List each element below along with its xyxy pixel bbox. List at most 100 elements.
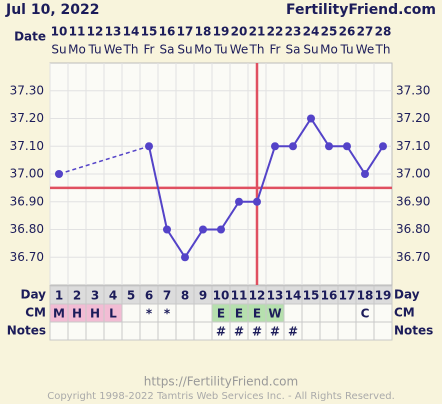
cell <box>373 321 393 341</box>
notes-cell: # <box>252 325 262 339</box>
weekday: Th <box>249 43 265 57</box>
weekday: Mo <box>320 43 338 57</box>
date: 10 <box>51 25 68 39</box>
days-cell: 12 <box>249 289 266 303</box>
y-tick-label: 37.20 <box>10 111 44 125</box>
cell <box>175 321 195 341</box>
days-cell: 17 <box>339 289 356 303</box>
row-label: CM <box>25 306 46 320</box>
cell <box>103 321 123 341</box>
cm-cell: W <box>268 307 281 321</box>
cell <box>121 303 141 323</box>
cell <box>85 321 105 341</box>
days-cell: 6 <box>145 289 153 303</box>
y-tick-label-right: 37.20 <box>396 111 430 125</box>
days-cell: 9 <box>199 289 207 303</box>
date: 28 <box>375 25 392 39</box>
weekday: Sa <box>160 43 175 57</box>
days-cell: 2 <box>73 289 81 303</box>
weekday: Su <box>177 43 192 57</box>
date: 18 <box>195 25 212 39</box>
date: 16 <box>159 25 176 39</box>
weekday: Mo <box>194 43 212 57</box>
temp-point <box>145 142 153 151</box>
y-tick-label-right: 37.00 <box>396 167 430 181</box>
brand: FertilityFriend.com <box>286 2 436 18</box>
y-tick-label: 36.70 <box>10 250 44 264</box>
weekday: Tu <box>87 43 101 57</box>
cell <box>193 321 213 341</box>
temp-point <box>235 197 243 206</box>
date: 14 <box>123 25 140 39</box>
cm-cell: E <box>253 307 261 321</box>
days-cell: 4 <box>109 289 117 303</box>
chart-date: Jul 10, 2022 <box>5 2 100 18</box>
date: 24 <box>303 25 320 39</box>
days-cell: 15 <box>303 289 320 303</box>
y-tick-label-right: 37.30 <box>396 83 430 97</box>
temp-point <box>361 170 369 178</box>
days-cell: 16 <box>321 289 338 303</box>
date: 15 <box>141 25 158 39</box>
days-cell: 10 <box>213 289 230 303</box>
cm-cell: H <box>90 307 100 321</box>
cell <box>319 303 339 323</box>
cell <box>301 303 321 323</box>
temp-point <box>181 253 189 262</box>
cm-cell: M <box>53 307 65 321</box>
weekday: Th <box>375 43 391 57</box>
date: 13 <box>105 25 122 39</box>
y-tick-label: 36.90 <box>10 194 44 208</box>
date: 23 <box>285 25 302 39</box>
row-label-right: Day <box>394 288 420 302</box>
date: 17 <box>177 25 194 39</box>
y-tick-label-right: 36.80 <box>396 222 430 236</box>
weekday: Mo <box>68 43 86 57</box>
temp-point <box>217 225 225 234</box>
footer-url: https://FertilityFriend.com <box>144 375 298 389</box>
temp-point <box>343 142 351 151</box>
days-cell: 8 <box>181 289 189 303</box>
y-tick-label: 37.00 <box>10 167 44 181</box>
days-cell: 18 <box>357 289 374 303</box>
cell <box>67 321 87 341</box>
days-cell: 1 <box>55 289 63 303</box>
days-cell: 3 <box>91 289 99 303</box>
cm-cell: E <box>235 307 243 321</box>
cell <box>337 303 357 323</box>
cell <box>337 321 357 341</box>
temp-point <box>307 114 315 123</box>
temp-point <box>325 142 333 151</box>
date: 26 <box>339 25 356 39</box>
cell <box>49 321 69 341</box>
weekday: Sa <box>286 43 301 57</box>
row-label-right: Notes <box>394 324 433 338</box>
cell <box>373 303 393 323</box>
temp-point <box>253 197 261 206</box>
weekday: Fr <box>270 43 281 57</box>
row-label: Notes <box>7 324 46 338</box>
days-cell: 13 <box>267 289 284 303</box>
date: 19 <box>213 25 230 39</box>
notes-cell: # <box>234 325 244 339</box>
y-tick-label: 36.80 <box>10 222 44 236</box>
temp-point <box>271 142 279 151</box>
date-label: Date <box>14 30 46 44</box>
days-cell: 14 <box>285 289 302 303</box>
days-cell: 11 <box>231 289 248 303</box>
footer-copyright: Copyright 1998-2022 Tamtris Web Services… <box>47 391 395 402</box>
cm-cell: H <box>72 307 82 321</box>
date: 20 <box>231 25 248 39</box>
temp-point <box>55 170 63 178</box>
cm-cell: * <box>146 307 153 321</box>
weekday: We <box>104 43 123 57</box>
date: 11 <box>69 25 86 39</box>
weekday: Su <box>303 43 318 57</box>
temp-point <box>289 142 297 151</box>
cm-cell: L <box>109 307 117 321</box>
days-cell: 19 <box>375 289 392 303</box>
cm-cell: * <box>164 307 171 321</box>
notes-cell: # <box>216 325 226 339</box>
date: 22 <box>267 25 284 39</box>
